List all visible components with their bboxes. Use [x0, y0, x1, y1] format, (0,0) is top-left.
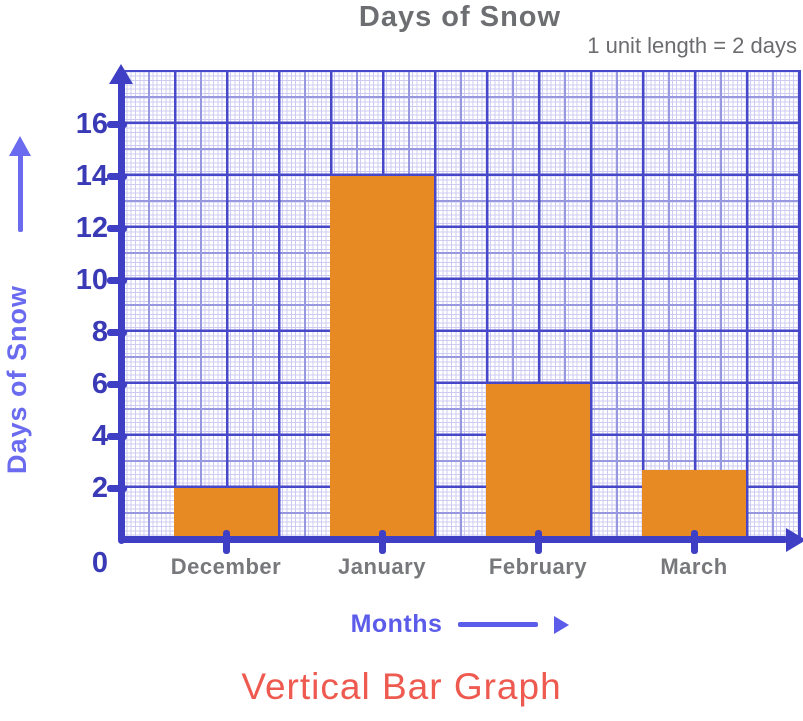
- bar-march: [642, 469, 746, 540]
- x-tick-label-december: December: [170, 554, 282, 579]
- y-tick-label-14: 14: [75, 160, 108, 192]
- y-axis-title: Days of Snow: [2, 284, 32, 474]
- y-tick-label-6: 6: [91, 368, 108, 400]
- y-label-arrow-icon: [9, 136, 31, 156]
- chart-caption: Vertical Bar Graph: [241, 666, 562, 707]
- x-axis-tick: [222, 530, 230, 554]
- x-tick-label-january: January: [338, 554, 426, 579]
- graph-paper-grid: [122, 70, 801, 540]
- x-axis-title-row: Months: [122, 610, 798, 639]
- y-tick-label-0: 0: [91, 547, 108, 579]
- x-tick-label-march: March: [660, 554, 728, 579]
- y-axis-tick: [107, 432, 127, 440]
- chart-title: Days of Snow: [358, 1, 562, 33]
- x-axis-tick: [534, 530, 542, 554]
- y-axis-tick: [107, 276, 127, 284]
- x-tick-label-february: February: [488, 554, 588, 579]
- y-tick-label-12: 12: [75, 212, 108, 244]
- y-axis-tick: [107, 224, 127, 232]
- x-axis-arrow-icon: [786, 528, 803, 552]
- x-axis-tick: [378, 530, 386, 554]
- y-label-arrow-line: [18, 154, 23, 232]
- y-tick-label-16: 16: [75, 108, 108, 140]
- y-tick-label-4: 4: [91, 420, 108, 452]
- x-label-arrow-line: [458, 622, 539, 627]
- scale-note: 1 unit length = 2 days: [587, 33, 797, 58]
- y-axis-tick: [107, 120, 127, 128]
- y-axis-tick: [107, 172, 127, 180]
- x-axis-title: Months: [350, 610, 443, 638]
- y-tick-label-2: 2: [91, 472, 108, 504]
- x-axis-tick: [690, 530, 698, 554]
- y-axis-tick: [107, 328, 127, 336]
- y-axis-tick: [107, 484, 127, 492]
- y-axis-arrow-icon: [109, 64, 133, 84]
- y-axis-line: [118, 80, 125, 544]
- y-axis-tick: [107, 380, 127, 388]
- bar-january: [330, 176, 434, 540]
- bar-february: [486, 384, 590, 540]
- y-tick-label-8: 8: [91, 316, 108, 348]
- x-label-arrow-icon: [554, 615, 570, 634]
- x-axis-line: [118, 536, 788, 543]
- y-tick-label-10: 10: [75, 264, 108, 296]
